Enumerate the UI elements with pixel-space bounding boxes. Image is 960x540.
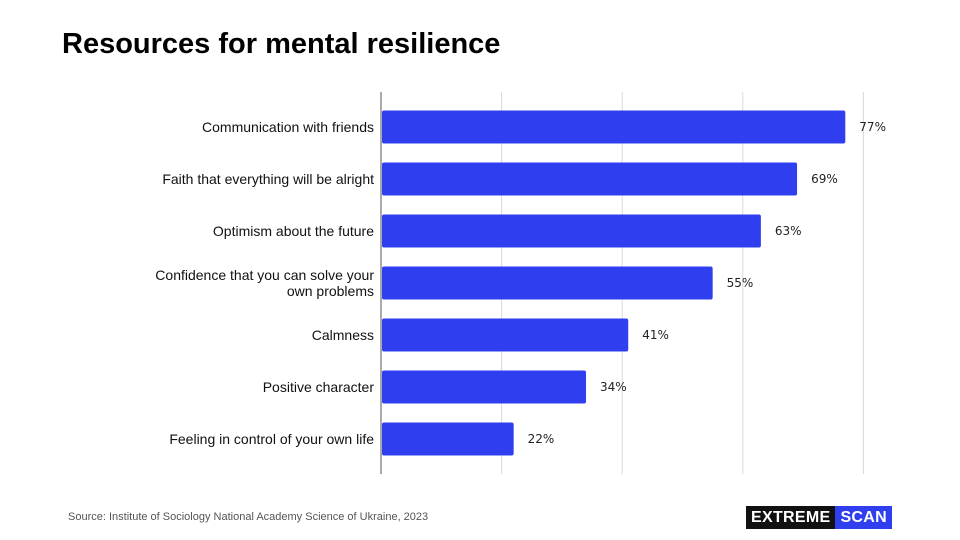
category-label-line: Confidence that you can solve your <box>155 267 374 283</box>
category-label-line: Communication with friends <box>202 119 374 135</box>
bar <box>382 266 713 300</box>
value-label: 41% <box>642 328 669 342</box>
category-label-line: Positive character <box>263 379 375 395</box>
bar <box>382 110 846 144</box>
bar <box>382 214 761 248</box>
value-labels: 77% 69% 63% 55% 41% 34% 22% <box>528 120 886 446</box>
bars <box>382 110 846 456</box>
category-label: Faith that everything will be alright <box>162 171 374 187</box>
value-label: 69% <box>811 172 838 186</box>
bar <box>382 318 629 352</box>
value-label: 22% <box>528 432 555 446</box>
category-label-line: Optimism about the future <box>213 223 374 239</box>
value-label: 34% <box>600 380 627 394</box>
category-label: Confidence that you can solve your own pr… <box>155 267 374 299</box>
logo-part-extreme: EXTREME <box>746 506 836 529</box>
source-note: Source: Institute of Sociology National … <box>68 511 429 523</box>
bar <box>382 162 798 196</box>
value-label: 63% <box>775 224 802 238</box>
logo-part-scan: SCAN <box>835 506 892 529</box>
category-label-line: Calmness <box>312 327 374 343</box>
value-label: 55% <box>727 276 754 290</box>
category-label: Positive character <box>263 379 375 395</box>
category-label-line: own problems <box>287 283 374 299</box>
bar <box>382 370 587 404</box>
category-label-line: Feeling in control of your own life <box>169 431 374 447</box>
category-label: Feeling in control of your own life <box>169 431 374 447</box>
category-label: Optimism about the future <box>213 223 374 239</box>
brand-logo: EXTREME SCAN <box>746 506 892 529</box>
category-label: Communication with friends <box>202 119 374 135</box>
category-label-line: Faith that everything will be alright <box>162 171 374 187</box>
chart-title: Resources for mental resilience <box>62 28 501 60</box>
value-label: 77% <box>859 120 886 134</box>
category-label: Calmness <box>312 327 374 343</box>
bar <box>382 422 514 456</box>
category-labels: Communication with friends Faith that eve… <box>155 119 374 447</box>
